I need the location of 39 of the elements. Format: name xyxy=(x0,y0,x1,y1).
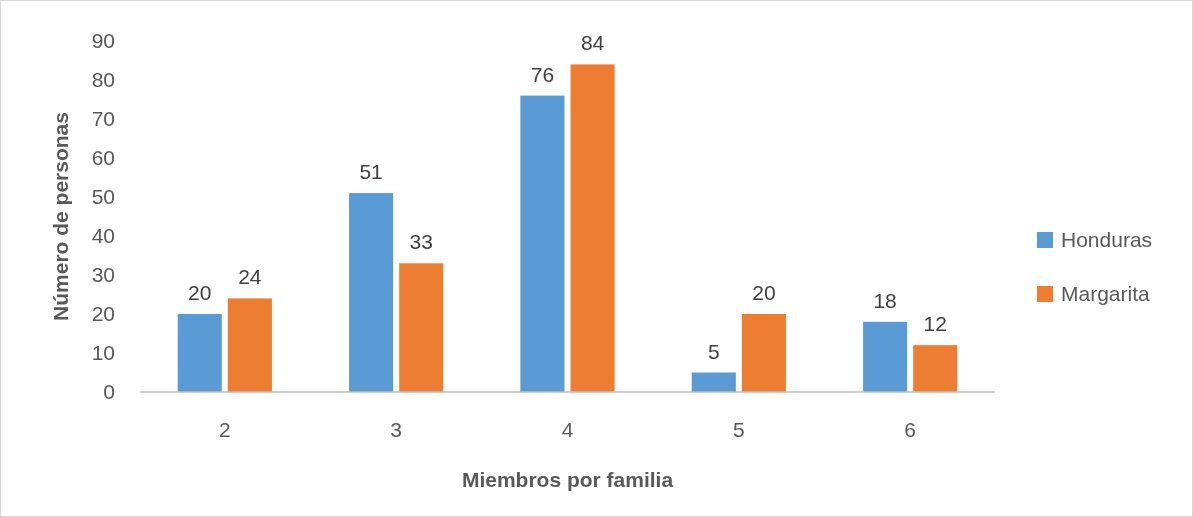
data-label: 51 xyxy=(359,160,383,184)
data-label: 12 xyxy=(923,312,947,336)
data-label: 20 xyxy=(752,281,776,304)
bar xyxy=(399,263,444,392)
bar xyxy=(691,372,736,392)
y-axis-title: Número de personas xyxy=(49,112,72,321)
y-tick-label: 60 xyxy=(91,146,115,170)
y-tick-label: 40 xyxy=(91,224,115,248)
legend-label: Honduras xyxy=(1061,228,1153,252)
bar xyxy=(520,95,565,392)
x-tick-label: 5 xyxy=(733,418,745,441)
data-label: 5 xyxy=(707,339,720,363)
bar xyxy=(227,298,272,392)
y-tick-label: 0 xyxy=(103,380,115,404)
x-tick-label: 6 xyxy=(904,418,917,441)
y-tick-label: 20 xyxy=(91,302,115,326)
y-tick-label: 80 xyxy=(91,68,115,92)
bar xyxy=(863,321,908,392)
x-tick-label: 2 xyxy=(218,418,231,441)
bar xyxy=(741,314,786,392)
y-tick-label: 10 xyxy=(91,341,115,365)
x-tick-label: 4 xyxy=(561,418,574,441)
y-tick-label: 70 xyxy=(91,107,115,131)
data-label: 24 xyxy=(238,265,262,289)
data-label: 84 xyxy=(580,31,605,55)
data-label: 18 xyxy=(873,288,897,312)
y-tick-label: 50 xyxy=(91,185,115,209)
bar xyxy=(570,64,615,392)
data-label: 20 xyxy=(188,281,212,304)
data-label: 76 xyxy=(530,62,555,86)
x-axis-title: Miembros por familia xyxy=(461,468,674,491)
bar xyxy=(177,314,222,392)
y-tick-label: 30 xyxy=(91,263,115,287)
y-tick-label: 90 xyxy=(91,29,115,53)
x-tick-label: 3 xyxy=(390,418,402,441)
bar xyxy=(349,193,394,392)
bar xyxy=(913,345,958,392)
data-label: 33 xyxy=(409,230,433,254)
legend-label: Margarita xyxy=(1061,282,1151,306)
